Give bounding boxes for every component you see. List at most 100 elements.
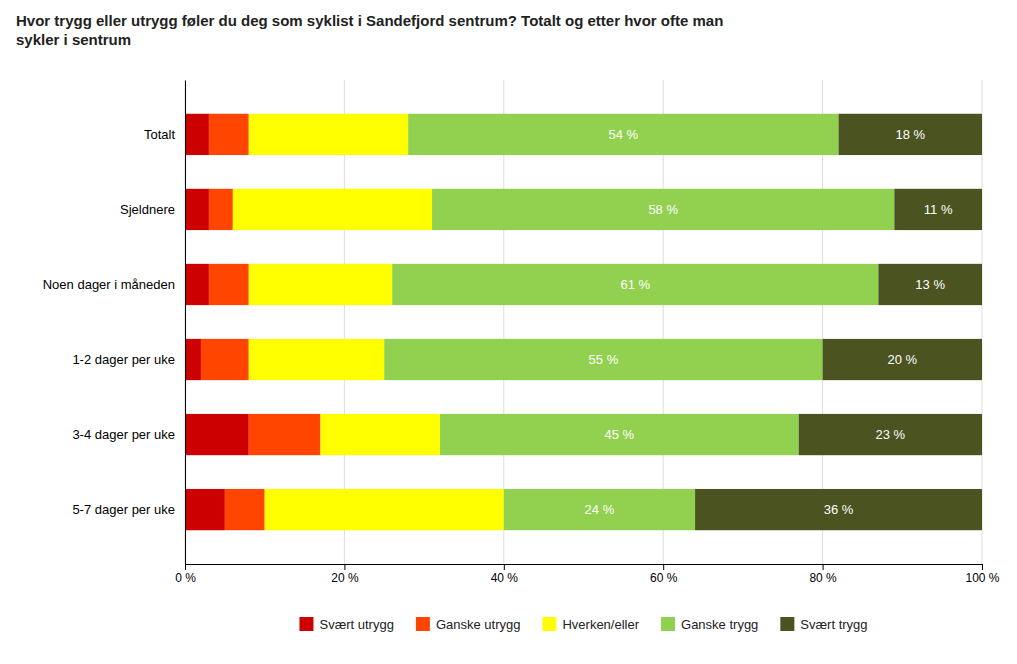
- x-axis: 0 % 20 % 40 % 60 % 80 % 100 %: [175, 564, 1000, 585]
- y-axis: Totalt Sjeldnere Noen dager i måneden 1-2 d…: [43, 81, 186, 565]
- x-tick-label: 60 %: [650, 571, 678, 585]
- data-label: 58 %: [648, 202, 678, 217]
- bar-segment: [320, 414, 440, 455]
- data-label: 23 %: [876, 427, 906, 442]
- y-tick-label: 5-7 dager per uke: [72, 502, 175, 517]
- bar-segment: [695, 489, 982, 530]
- legend-label: Hverken/eller: [562, 617, 639, 632]
- x-axis-line: [186, 565, 983, 571]
- bar-segment: [839, 114, 982, 155]
- bar-segment: [265, 489, 504, 530]
- bar-segment: [878, 264, 982, 305]
- data-label: 11 %: [924, 202, 953, 217]
- bar-segment: [209, 189, 233, 230]
- y-tick-label: Sjeldnere: [120, 202, 175, 217]
- bar-segment: [249, 264, 392, 305]
- x-tick-mark: [504, 564, 505, 570]
- y-tick: 5-7 dager per uke: [72, 502, 175, 517]
- bar-segment: [894, 189, 982, 230]
- y-tick: Totalt: [144, 127, 175, 142]
- bar-segment: [201, 339, 249, 380]
- data-label: 55 %: [589, 352, 619, 367]
- bar-segment: [185, 114, 209, 155]
- legend-label: Svært utrygg: [319, 617, 393, 632]
- x-tick-label: 0 %: [175, 571, 196, 585]
- y-tick-label: 3-4 dager per uke: [72, 427, 175, 442]
- series: [201, 114, 321, 530]
- data-label: 36 %: [824, 502, 854, 517]
- x-tick: 20 %: [331, 564, 359, 585]
- bar-segment: [225, 489, 265, 530]
- bar-segment: [249, 414, 321, 455]
- x-tick-mark: [982, 564, 983, 570]
- legend-swatch: [661, 617, 675, 631]
- bar-segment: [185, 189, 209, 230]
- x-tick: 60 %: [650, 564, 678, 585]
- series: [695, 114, 982, 530]
- bar-segment: [392, 264, 878, 305]
- bar-segment: [209, 114, 249, 155]
- title: Hvor trygg eller utrygg føler du deg som…: [16, 12, 723, 48]
- bar-segment: [440, 414, 799, 455]
- legend-label: Ganske trygg: [681, 617, 758, 632]
- bar-segment: [384, 339, 822, 380]
- data-labels: 54 %58 %61 %55 %45 %24 %18 %11 %13 %20 %…: [585, 127, 953, 517]
- data-label: 13 %: [915, 277, 945, 292]
- legend-item: Ganske trygg: [661, 617, 758, 632]
- x-tick: 100 %: [965, 564, 999, 585]
- bar-segment: [249, 114, 408, 155]
- x-tick: 0 %: [175, 564, 196, 585]
- legend-item: Svært utrygg: [299, 617, 393, 632]
- y-tick-label: Totalt: [144, 127, 175, 142]
- legend-swatch: [780, 617, 794, 631]
- x-tick-label: 80 %: [809, 571, 837, 585]
- data-label: 18 %: [895, 127, 925, 142]
- legend-item: Hverken/eller: [542, 617, 639, 632]
- bar-segment: [504, 489, 695, 530]
- legend: Svært utrygg Ganske utrygg Hverken/eller Ga…: [299, 617, 867, 632]
- x-tick-mark: [185, 564, 186, 570]
- data-label: 20 %: [887, 352, 917, 367]
- grid: [185, 80, 982, 564]
- legend-swatch: [299, 617, 313, 631]
- title-line: Hvor trygg eller utrygg føler du deg som…: [16, 12, 723, 29]
- y-tick: Sjeldnere: [120, 202, 175, 217]
- bar-segment: [823, 339, 982, 380]
- x-tick: 40 %: [491, 564, 519, 585]
- series: [185, 114, 249, 530]
- y-tick: 1-2 dager per uke: [72, 352, 175, 367]
- legend-item: Svært trygg: [780, 617, 867, 632]
- x-tick-mark: [344, 564, 345, 570]
- bar-segment: [233, 189, 432, 230]
- legend-swatch: [416, 617, 430, 631]
- y-tick-label: Noen dager i måneden: [43, 277, 175, 292]
- plot: 54 %58 %61 %55 %45 %24 %18 %11 %13 %20 %…: [43, 80, 1000, 585]
- series: [233, 114, 504, 530]
- bar-segment: [432, 189, 894, 230]
- x-tick: 80 %: [809, 564, 837, 585]
- x-tick-label: 20 %: [331, 571, 359, 585]
- bar-segment: [185, 339, 201, 380]
- chart: Hvor trygg eller utrygg føler du deg som…: [0, 0, 1017, 664]
- y-tick-label: 1-2 dager per uke: [72, 352, 175, 367]
- x-tick-label: 40 %: [491, 571, 519, 585]
- bar-segment: [249, 339, 384, 380]
- bar-segment: [185, 264, 209, 305]
- bar-segment: [408, 114, 838, 155]
- legend-swatch: [542, 617, 556, 631]
- x-tick-mark: [663, 564, 664, 570]
- x-tick-label: 100 %: [965, 571, 999, 585]
- bar-segment: [185, 489, 225, 530]
- y-axis-line: [185, 81, 186, 565]
- y-tick: 3-4 dager per uke: [72, 427, 175, 442]
- legend-label: Ganske utrygg: [436, 617, 521, 632]
- data-label: 54 %: [609, 127, 639, 142]
- y-tick: Noen dager i måneden: [43, 277, 175, 292]
- bar-segment: [209, 264, 249, 305]
- title-line: sykler i sentrum: [16, 31, 131, 48]
- x-tick-mark: [823, 564, 824, 570]
- legend-label: Svært trygg: [800, 617, 867, 632]
- data-label: 45 %: [605, 427, 635, 442]
- data-label: 24 %: [585, 502, 615, 517]
- bar-segment: [185, 414, 249, 455]
